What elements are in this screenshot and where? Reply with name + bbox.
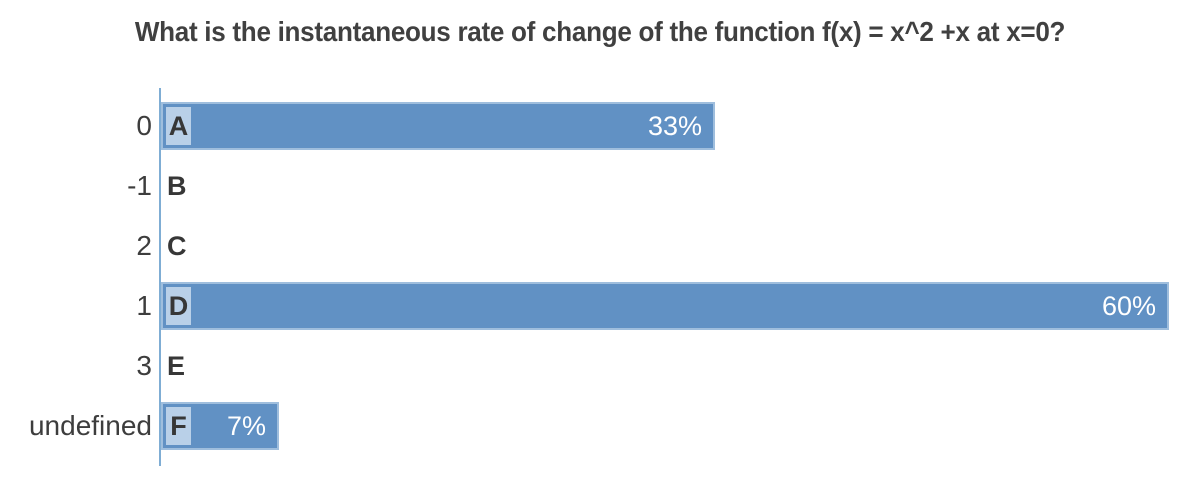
answer-labels-column: 0 -1 2 1 3 undefined [0, 88, 159, 466]
answer-label: undefined [28, 410, 152, 441]
chart-row: D 60% [161, 276, 1175, 336]
option-letter: B [167, 170, 187, 201]
plot-area: A 33% B C D 60% E F 7% [159, 88, 1200, 466]
page-title: What is the instantaneous rate of change… [134, 16, 1066, 47]
chart-row: C [161, 216, 1175, 276]
bar: A 33% [161, 102, 715, 150]
answer-label: 2 [136, 230, 152, 261]
bar-value-label: 7% [226, 410, 266, 441]
answer-label: 1 [136, 290, 152, 321]
chart-row: B [161, 156, 1175, 216]
chart-row: F 7% [161, 396, 1175, 456]
bar: F 7% [161, 402, 279, 450]
answer-label: -1 [127, 170, 152, 201]
chart-row: E [161, 336, 1175, 396]
answer-label: 3 [136, 350, 152, 381]
option-letter: C [167, 230, 187, 261]
answer-label: 0 [136, 110, 152, 141]
chart-row: A 33% [161, 96, 1175, 156]
bar-value-label: 60% [1101, 290, 1156, 321]
option-letter-badge: D [166, 287, 191, 325]
bar: D 60% [161, 282, 1169, 330]
bar-value-label: 33% [647, 110, 702, 141]
answer-bar-chart: 0 -1 2 1 3 undefined A 33% B C D 60% [0, 88, 1200, 466]
option-letter: E [167, 350, 186, 381]
option-letter-badge: A [166, 107, 191, 145]
option-letter-badge: F [166, 407, 191, 445]
